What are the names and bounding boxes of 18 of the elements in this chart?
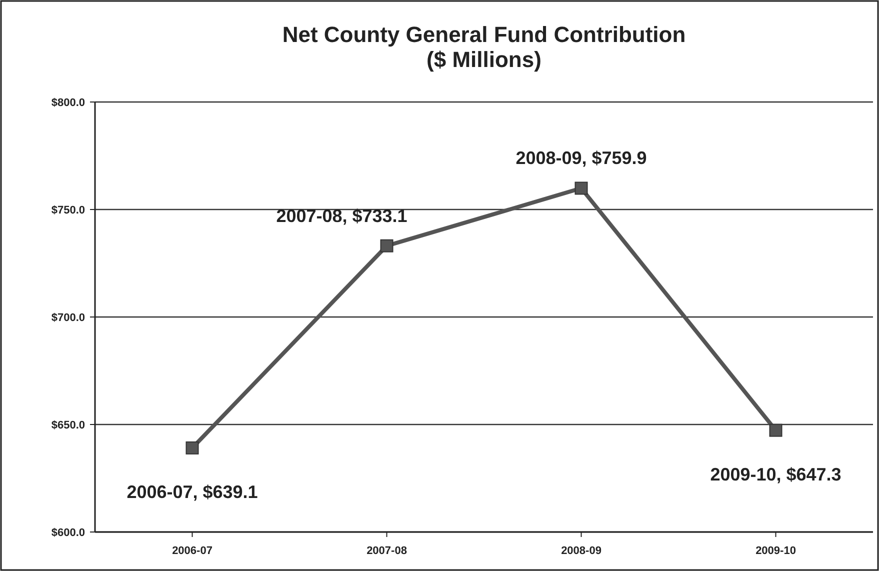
y-tick-label: $750.0 — [51, 204, 85, 216]
data-label: 2008-09, $759.9 — [516, 148, 647, 168]
x-tick-label: 2007-08 — [366, 545, 407, 557]
y-tick-label: $600.0 — [51, 526, 85, 539]
data-label: 2007-08, $733.1 — [276, 206, 408, 226]
data-label: 2009-10, $647.3 — [710, 464, 842, 484]
y-tick-label: $800.0 — [51, 96, 85, 109]
x-tick-label: 2006-07 — [172, 545, 212, 557]
y-tick-label: $700.0 — [51, 312, 85, 324]
data-label: 2006-07, $639.1 — [126, 482, 258, 502]
x-tick-label: 2009-10 — [756, 545, 796, 557]
point — [574, 182, 588, 195]
chart-title: Net County General Fund Contribution ($ Millions) — [282, 22, 686, 72]
x-tick-label: 2008-09 — [561, 545, 602, 557]
point — [186, 441, 199, 454]
point — [769, 424, 782, 437]
y-tick-label: $650.0 — [51, 419, 85, 432]
point — [380, 239, 394, 252]
